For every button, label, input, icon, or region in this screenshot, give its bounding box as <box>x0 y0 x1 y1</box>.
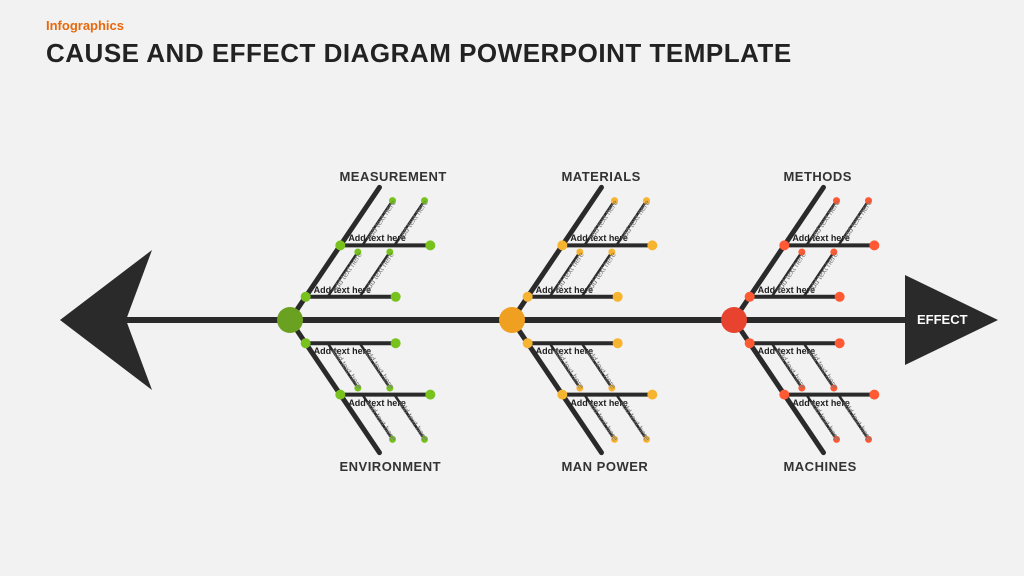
category-label: MEASUREMENT <box>339 169 446 184</box>
category-label: ENVIRONMENT <box>339 459 441 474</box>
effect-label: EFFECT <box>917 312 968 327</box>
fishbone-diagram <box>0 0 1024 576</box>
category-label: MATERIALS <box>561 169 640 184</box>
category-label: MACHINES <box>783 459 856 474</box>
category-label: MAN POWER <box>561 459 648 474</box>
category-label: METHODS <box>783 169 852 184</box>
